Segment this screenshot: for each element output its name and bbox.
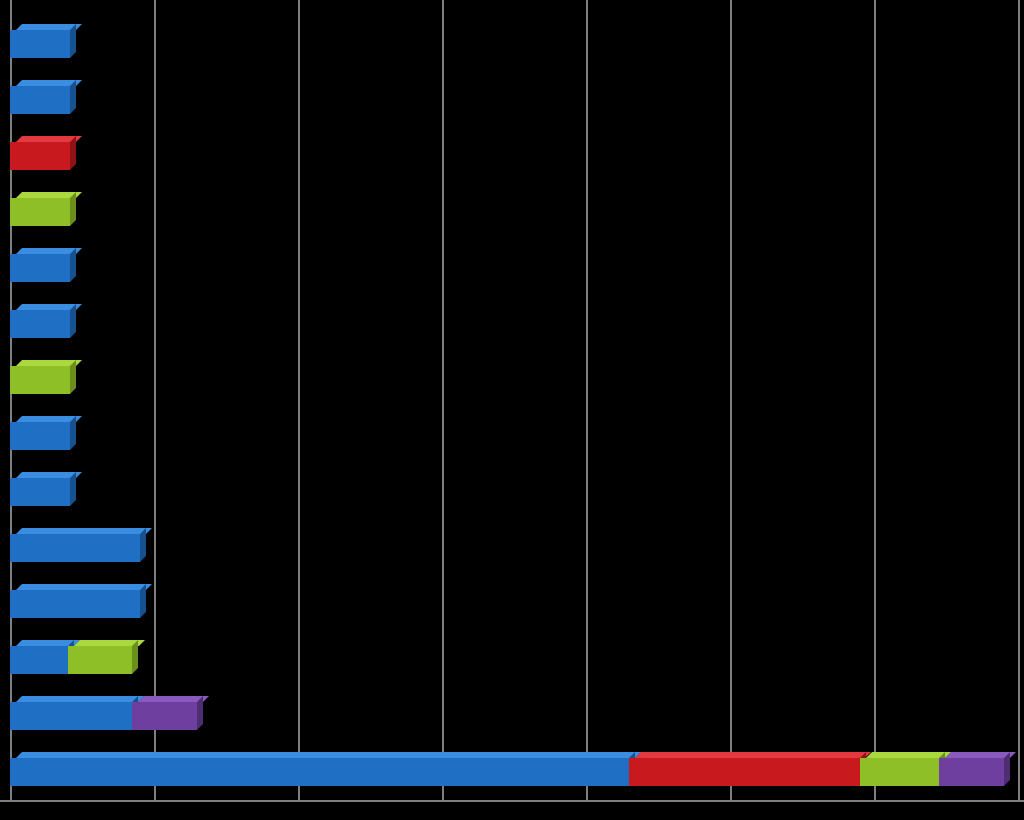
chart-gridline [10,0,12,800]
chart-gridline [874,0,876,800]
bar-segment-green [68,640,133,674]
bar-segment-blue [10,304,70,338]
bar-segment-blue [10,472,70,506]
chart-gridline [1018,0,1020,800]
bar-segment-purple [132,696,197,730]
bar-segment-blue [10,416,70,450]
stacked-horizontal-bar-chart [0,0,1024,820]
bar-segment-purple [939,752,1004,786]
chart-gridline [442,0,444,800]
bar-segment-red [10,136,70,170]
bar-segment-blue [10,80,70,114]
chart-baseline [0,800,1024,802]
bar-segment-green [860,752,939,786]
chart-gridline [154,0,156,800]
bar-segment-green [10,360,70,394]
bar-segment-blue [10,752,629,786]
chart-gridline [730,0,732,800]
bar-segment-blue [10,696,132,730]
bar-segment-blue [10,640,68,674]
chart-gridline [586,0,588,800]
bar-segment-blue [10,24,70,58]
bar-segment-blue [10,584,140,618]
bar-segment-blue [10,528,140,562]
bar-segment-blue [10,248,70,282]
chart-gridline [298,0,300,800]
bar-segment-red [629,752,859,786]
bar-segment-green [10,192,70,226]
